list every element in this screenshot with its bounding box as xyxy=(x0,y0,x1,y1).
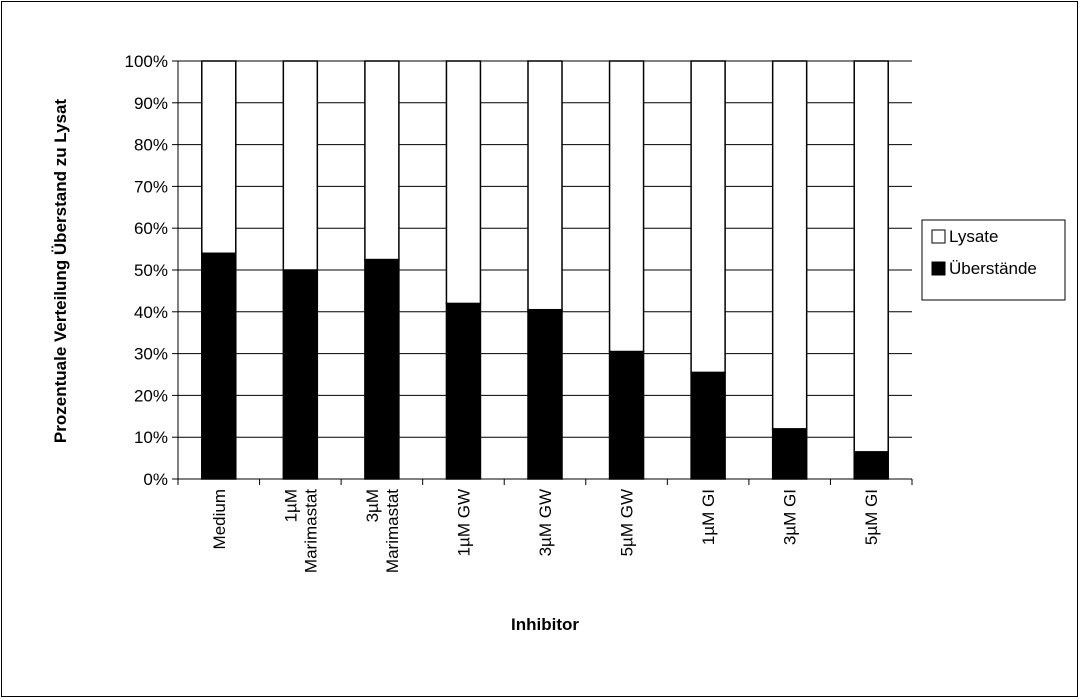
x-category-label: Marimastat xyxy=(383,489,402,573)
bar-segment-ueberstaende xyxy=(282,269,319,480)
y-tick-label: 80% xyxy=(134,136,168,155)
x-category-label: Medium xyxy=(210,489,229,549)
bar-segment-lysate xyxy=(364,60,400,261)
y-tick-labels: 0% 10% 20% 30% 40% 50% 60% 70% 80% 90% 100% xyxy=(125,52,168,489)
y-tick-label: 60% xyxy=(134,219,168,238)
bar-segment-lysate xyxy=(608,60,645,353)
x-category-label: 1µM xyxy=(281,489,300,522)
bar-segment-lysate xyxy=(201,60,237,255)
x-category-label: 3µM GI xyxy=(781,489,800,545)
bar-segment-ueberstaende xyxy=(527,308,563,480)
legend-label: Überstände xyxy=(949,259,1037,278)
x-category-label: 1µM GI xyxy=(699,489,718,545)
x-category-label: Marimastat xyxy=(301,489,320,573)
y-tick-label: 50% xyxy=(134,261,168,280)
legend-swatch xyxy=(931,261,946,276)
y-tick-label: 20% xyxy=(134,386,168,405)
bar-segment-ueberstaende xyxy=(445,302,482,480)
y-tick-label: 0% xyxy=(143,470,168,489)
bar-segment-ueberstaende xyxy=(364,258,400,480)
bar-segment-ueberstaende xyxy=(201,252,237,480)
legend-swatch xyxy=(931,229,946,244)
bar-segment-ueberstaende xyxy=(771,428,808,480)
y-tick-label: 30% xyxy=(134,345,168,364)
bars xyxy=(201,60,889,480)
y-tick-label: 40% xyxy=(134,303,168,322)
legend: Lysate Überstände xyxy=(921,219,1066,301)
bar-segment-lysate xyxy=(527,60,563,311)
bar-segment-lysate xyxy=(690,60,726,374)
legend-label: Lysate xyxy=(949,227,998,246)
x-category-label: 1µM GW xyxy=(454,489,473,556)
bar-segment-ueberstaende xyxy=(853,451,889,480)
y-axis-title: Prozentuale Verteilung Überstand zu Lysa… xyxy=(51,99,70,444)
y-tick-label: 70% xyxy=(134,177,168,196)
bar-segment-lysate xyxy=(771,60,808,430)
axes xyxy=(172,60,913,485)
x-category-label: 3µM GW xyxy=(536,489,555,556)
y-tick-label: 90% xyxy=(134,94,168,113)
x-category-label: 5µM GW xyxy=(618,489,637,556)
bar-segment-ueberstaende xyxy=(608,350,645,480)
bar-segment-lysate xyxy=(853,60,889,453)
bar-segment-ueberstaende xyxy=(690,371,726,480)
bar-segment-lysate xyxy=(445,60,482,305)
bar-segment-lysate xyxy=(282,60,319,271)
y-tick-label: 10% xyxy=(134,428,168,447)
x-category-label: 5µM GI xyxy=(862,489,881,545)
x-category-labels: Medium 1µM Marimastat 3µM Marimastat 1µM GW 3µ… xyxy=(210,489,881,573)
legend-box xyxy=(921,219,1066,301)
y-tick-label: 100% xyxy=(125,52,168,71)
x-axis-title: Inhibitor xyxy=(511,615,579,634)
x-category-label: 3µM xyxy=(363,489,382,522)
